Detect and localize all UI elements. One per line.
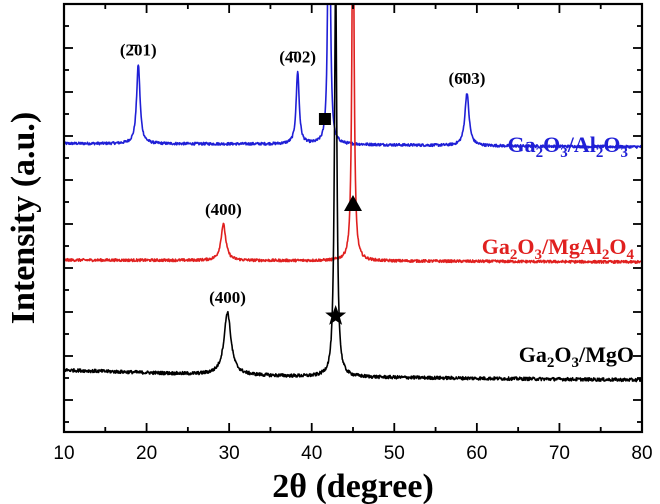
series-label-mgal2o4: Ga2O3/MgAl2O4	[482, 234, 635, 263]
series-layer	[64, 4, 642, 383]
series-label-part: 2	[602, 247, 610, 263]
series-label-part: Ga	[482, 234, 510, 259]
x-tick-label: 40	[301, 443, 322, 464]
series-label-part: /Al	[567, 132, 596, 157]
plot-frame	[62, 2, 644, 434]
series-label-part: 3	[572, 355, 580, 371]
star-marker	[325, 305, 347, 325]
series-line-al2o3	[64, 4, 642, 149]
series-label-part: O	[603, 132, 620, 157]
peak-label: (2̄01)	[120, 41, 157, 60]
peak-label: (4̄02)	[279, 48, 316, 67]
peak-label: (400)	[209, 288, 246, 307]
x-tick-label: 80	[631, 443, 652, 464]
x-tick-label: 50	[384, 443, 405, 464]
series-label-part: /MgO	[578, 342, 634, 367]
peak-label: (400)	[205, 200, 242, 219]
series-label-part: 4	[627, 247, 635, 263]
series-label-part: 2	[510, 247, 518, 263]
series-label-part: 3	[621, 145, 629, 161]
series-label-part: 2	[536, 145, 544, 161]
series-label-part: O	[554, 342, 571, 367]
x-tick-label: 70	[549, 443, 570, 464]
series-label-part: 2	[596, 145, 604, 161]
series-label-al2o3: Ga2O3/Al2O3	[508, 132, 629, 161]
peak-label: (6̄03)	[449, 69, 486, 88]
series-label-part: O	[543, 132, 560, 157]
series-label-mgo: Ga2O3/MgO	[519, 342, 634, 371]
x-tick-label: 30	[219, 443, 240, 464]
square-marker	[318, 113, 331, 125]
series-label-part: 3	[534, 247, 542, 263]
series-label-part: 2	[547, 355, 555, 371]
triangle-marker	[344, 195, 362, 211]
axes-layer: 10 20 30 40 50 60 70 80	[53, 2, 653, 464]
x-tick-label: 10	[53, 443, 74, 464]
series-line-mgal2o4	[64, 4, 642, 264]
y-axis-title: Intensity (a.u.)	[5, 112, 42, 325]
series-label-part: O	[609, 234, 626, 259]
series-label-part: O	[517, 234, 534, 259]
series-label-part: 3	[560, 145, 568, 161]
series-label-part: Ga	[519, 342, 547, 367]
x-tick-label: 60	[466, 443, 487, 464]
series-label-part: /MgAl	[541, 234, 602, 259]
x-tick-label: 20	[136, 443, 157, 464]
x-axis-title: 2θ (degree)	[272, 468, 434, 504]
annotation-layer: (2̄01) (4̄02)(6̄03)(400)(400)Ga2O3/Al2O3G…	[120, 41, 635, 371]
series-line-mgo	[64, 4, 642, 383]
series-label-part: Ga	[508, 132, 536, 157]
